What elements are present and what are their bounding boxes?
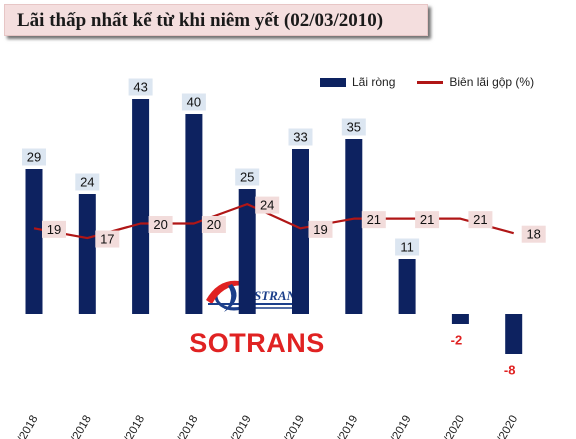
- sotrans-logo-mark: STRANS: [206, 280, 304, 312]
- line-value-label-3-bg: [201, 216, 226, 233]
- bar-value-label-6-bg: [341, 118, 366, 136]
- bar-Q2/2019: [292, 149, 309, 314]
- bar-value-label-4: 25: [240, 170, 254, 185]
- line-value-label-6: 21: [367, 212, 381, 227]
- bar-value-label-6: 35: [347, 120, 361, 135]
- x-tick-label-2: Q3/2018: [115, 414, 147, 439]
- line-value-label-8: 21: [473, 212, 487, 227]
- bar-value-label-9: -8: [504, 363, 516, 378]
- line-value-label-9-bg: [521, 225, 546, 243]
- logo-mark-text: STRANS: [254, 288, 303, 303]
- bar-Q4/2018: [185, 114, 203, 314]
- x-tick-label-7: Q4/2019: [381, 414, 413, 439]
- legend-bar-swatch: [320, 77, 346, 87]
- chart-title: Lãi thấp nhất kể từ khi niêm yết (02/03/…: [17, 10, 384, 31]
- line-value-label-9: 18: [526, 227, 540, 242]
- line-value-label-7: 21: [420, 212, 434, 227]
- bar-value-label-2-bg: [128, 78, 153, 96]
- legend-line-swatch: [417, 80, 444, 84]
- bar-value-label-7-bg: [395, 238, 420, 256]
- bar-Q4/2019: [398, 259, 416, 314]
- line-value-label-4-bg: [255, 196, 280, 214]
- bar-Q1/2020: [451, 314, 469, 324]
- bar-Q2/2018: [78, 194, 96, 314]
- line-value-label-0-bg: [42, 220, 66, 238]
- line-value-label-7-bg: [415, 211, 440, 229]
- bar-value-label-3: 40: [187, 95, 201, 110]
- bar-value-label-4-bg: [235, 168, 260, 186]
- bar-value-label-8: -2: [451, 333, 463, 348]
- chart-title-box: Lãi thấp nhất kể từ khi niêm yết (02/03/…: [4, 4, 428, 36]
- bar-Q2/2020: [505, 314, 523, 354]
- line-value-label-5: 19: [313, 222, 327, 237]
- line-value-label-8-bg: [468, 211, 493, 229]
- bar-Q3/2018: [132, 99, 150, 314]
- bar-Q1/2019: [238, 189, 256, 314]
- bar-Q3/2019: [345, 139, 363, 314]
- x-tick-label-0: Q1/2018: [8, 414, 40, 439]
- line-value-label-2: 20: [153, 217, 167, 232]
- line-value-label-0: 19: [47, 222, 61, 237]
- sotrans-logo: STRANS SOTRANS: [184, 270, 330, 360]
- bar-Q1/2018: [25, 169, 43, 314]
- logo-wordmark: SOTRANS: [189, 328, 325, 358]
- x-tick-label-1: Q2/2018: [61, 414, 93, 439]
- bar-value-label-3-bg: [181, 93, 206, 111]
- legend: Lãi ròng Biên lãi gộp (%): [320, 74, 534, 90]
- line-value-label-2-bg: [148, 216, 173, 233]
- bar-value-label-1-bg: [75, 173, 100, 191]
- bar-value-label-2: 43: [133, 80, 147, 95]
- x-tick-label-8: Q1/2020: [435, 414, 467, 439]
- line-value-label-5-bg: [308, 220, 333, 238]
- line-value-label-1: 17: [100, 232, 114, 247]
- x-tick-label-3: Q4/2018: [168, 414, 200, 439]
- bar-value-label-1: 24: [80, 175, 94, 190]
- bar-value-label-5-bg: [288, 128, 313, 146]
- x-tick-label-9: Q2/2020: [488, 414, 520, 439]
- x-tick-label-5: Q2/2019: [275, 414, 307, 439]
- bar-value-label-0: 29: [27, 150, 41, 165]
- line-value-label-6-bg: [361, 211, 386, 229]
- bar-value-label-8-bg: [444, 331, 469, 349]
- legend-bar-label: Lãi ròng: [352, 75, 396, 89]
- line-value-label-1-bg: [95, 230, 120, 248]
- bar-value-label-5: 33: [293, 130, 307, 145]
- x-tick-label-4: Q1/2019: [221, 414, 253, 439]
- legend-line-label: Biên lãi gộp (%): [449, 75, 535, 89]
- line-value-label-3: 20: [207, 217, 221, 232]
- line-value-label-4: 24: [260, 198, 274, 213]
- bar-value-label-0-bg: [22, 148, 46, 166]
- x-tick-label-6: Q3/2019: [328, 414, 360, 439]
- bar-value-label-9-bg: [497, 361, 522, 379]
- bar-value-label-7: 11: [400, 240, 414, 255]
